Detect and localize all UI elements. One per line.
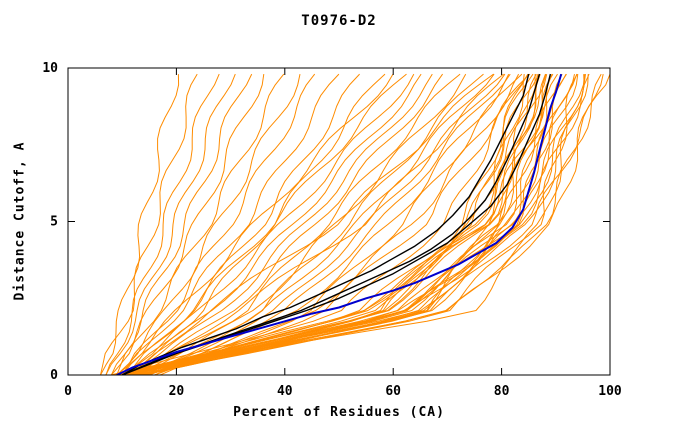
prediction-line bbox=[138, 73, 504, 375]
x-tick-label: 40 bbox=[277, 384, 293, 399]
prediction-line bbox=[111, 73, 604, 375]
prediction-line bbox=[121, 73, 316, 375]
curves-layer bbox=[100, 73, 610, 375]
prediction-line bbox=[143, 73, 495, 375]
prediction-line bbox=[159, 73, 531, 375]
prediction-line bbox=[132, 73, 494, 375]
prediction-line bbox=[154, 73, 520, 375]
model-black-1-line bbox=[121, 73, 530, 375]
x-tick-label: 80 bbox=[494, 384, 510, 399]
prediction-line bbox=[100, 74, 180, 375]
x-tick-label: 60 bbox=[385, 384, 401, 399]
prediction-line bbox=[138, 73, 467, 375]
prediction-line bbox=[111, 74, 586, 375]
y-tick-label: 5 bbox=[50, 215, 58, 230]
prediction-line bbox=[122, 73, 610, 375]
prediction-line bbox=[143, 73, 578, 375]
prediction-line bbox=[116, 74, 525, 375]
model-blue-line bbox=[116, 73, 563, 375]
prediction-line bbox=[127, 73, 422, 375]
prediction-line bbox=[132, 73, 444, 375]
y-tick-label: 10 bbox=[42, 61, 58, 76]
prediction-line bbox=[116, 73, 285, 375]
chart-title: T0976-D2 bbox=[301, 13, 377, 29]
prediction-line bbox=[127, 73, 558, 375]
prediction-line bbox=[154, 73, 523, 375]
prediction-line bbox=[105, 73, 236, 375]
prediction-line bbox=[138, 74, 538, 375]
x-tick-label: 0 bbox=[64, 384, 72, 399]
prediction-line bbox=[116, 73, 301, 375]
prediction-line bbox=[116, 73, 602, 375]
prediction-line bbox=[116, 73, 394, 375]
prediction-line bbox=[105, 73, 220, 375]
prediction-line bbox=[116, 74, 586, 375]
prediction-line bbox=[143, 73, 506, 375]
prediction-line bbox=[121, 73, 415, 375]
prediction-line bbox=[110, 73, 253, 375]
prediction-line bbox=[111, 73, 548, 375]
prediction-line bbox=[111, 74, 265, 375]
x-tick-label: 100 bbox=[598, 384, 622, 399]
y-tick-label: 0 bbox=[50, 368, 58, 383]
prediction-line bbox=[127, 73, 433, 375]
prediction-line bbox=[100, 73, 198, 375]
prediction-line bbox=[132, 73, 567, 375]
x-tick-label: 20 bbox=[169, 384, 185, 399]
x-axis-label: Percent of Residues (CA) bbox=[233, 405, 445, 420]
prediction-line bbox=[121, 73, 340, 375]
